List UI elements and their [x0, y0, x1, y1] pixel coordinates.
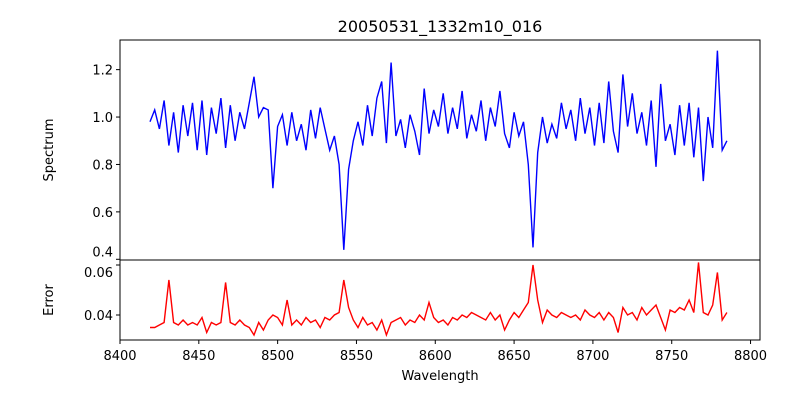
x-tick-label: 8600: [419, 349, 452, 364]
x-tick-label: 8400: [103, 349, 136, 364]
y-tick-label: 0.4: [92, 245, 113, 260]
x-tick-label: 8550: [340, 349, 373, 364]
x-axis-label: Wavelength: [401, 369, 478, 384]
x-tick-label: 8750: [655, 349, 688, 364]
y-tick-label: 0.8: [92, 158, 113, 173]
y-axis-label-spectrum: Spectrum: [42, 119, 57, 182]
x-tick-label: 8650: [498, 349, 531, 364]
spectrum-series-line: [149, 50, 728, 250]
spectrum-y-ticks: 0.4 0.6 0.8 1.0 1.2: [92, 64, 120, 260]
x-tick-label: 8800: [734, 349, 767, 364]
y-axis-label-error: Error: [42, 284, 57, 316]
error-axes-frame: [119, 259, 761, 341]
x-tick-label: 8450: [182, 349, 215, 364]
error-series-line: [150, 262, 728, 338]
spectrum-axes-frame: [119, 39, 761, 261]
chart-title: 20050531_1332m10_016: [338, 17, 543, 37]
y-tick-label: 1.0: [92, 111, 113, 126]
x-tick-label: 8500: [261, 349, 294, 364]
x-tick-label: 8700: [576, 349, 609, 364]
y-tick-label: 0.04: [84, 309, 113, 324]
y-tick-label: 0.06: [84, 266, 113, 281]
error-ticks: 0.04 0.06 8400 8450 8500 8550 8600 8650 8700 8750…: [84, 264, 767, 364]
y-tick-label: 1.2: [92, 64, 113, 79]
y-tick-label: 0.6: [92, 206, 113, 221]
